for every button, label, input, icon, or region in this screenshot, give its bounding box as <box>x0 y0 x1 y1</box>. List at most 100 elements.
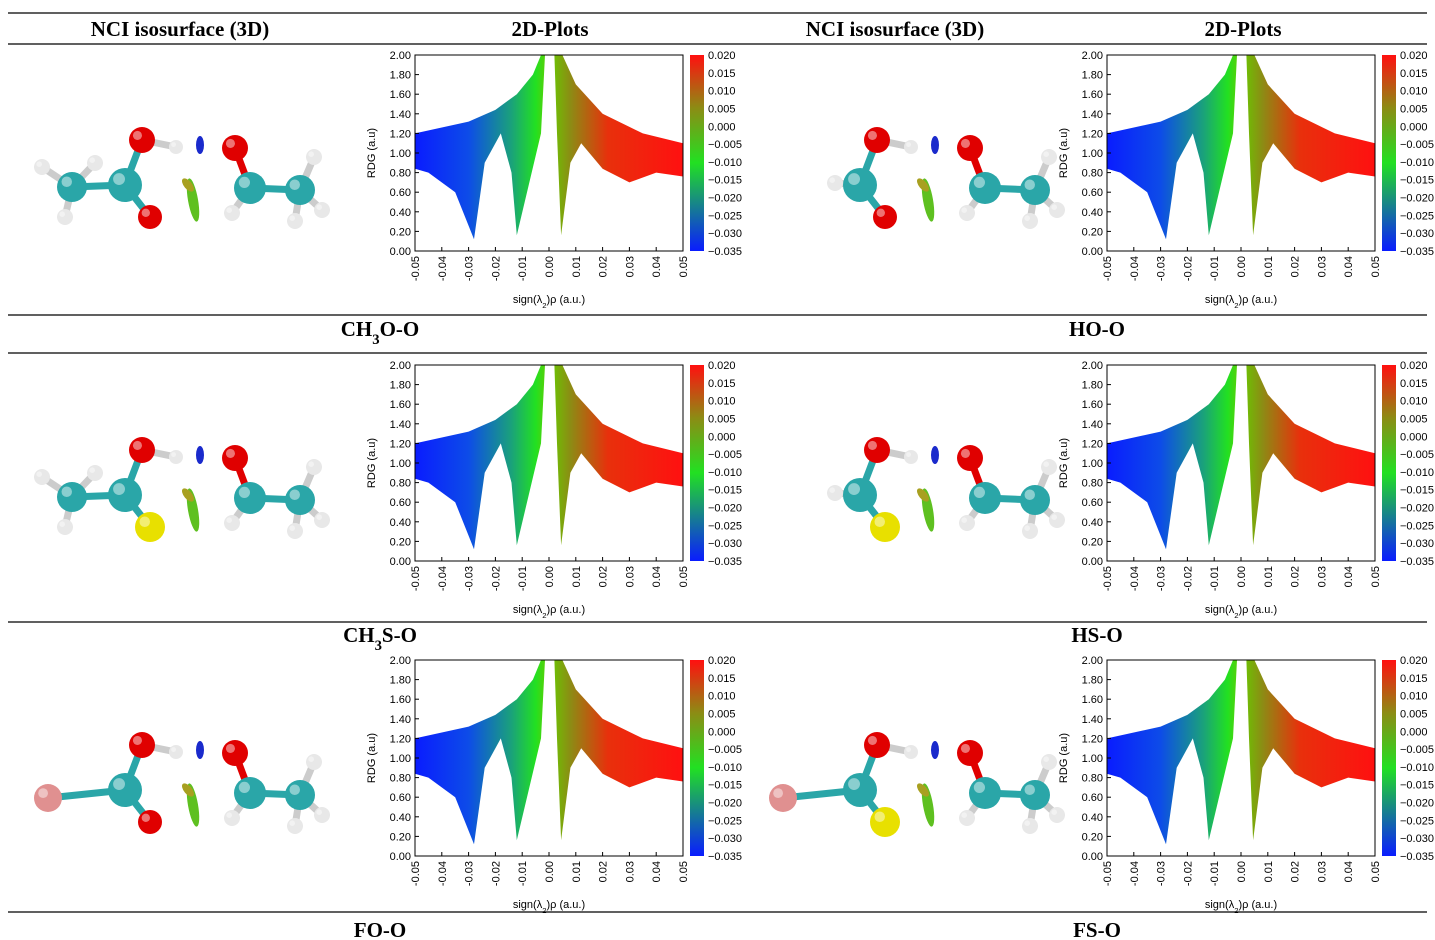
atom-highlight <box>973 176 985 188</box>
x-tick-label: 0.01 <box>571 256 583 277</box>
atom-highlight <box>960 743 970 753</box>
y-tick-label: 1.60 <box>390 694 411 706</box>
atom-highlight <box>973 781 985 793</box>
y-tick-label: 0.60 <box>390 792 411 804</box>
y-tick-label: 1.20 <box>1082 438 1103 450</box>
x-tick-label: -0.02 <box>1182 861 1194 886</box>
atom <box>285 485 315 515</box>
x-tick-label: 0.02 <box>598 256 610 277</box>
y-tick-label: 1.40 <box>390 714 411 726</box>
colorbar-tick-label: −0.020 <box>1400 503 1434 515</box>
colorbar-tick-label: 0.020 <box>708 655 736 667</box>
atom <box>108 773 142 807</box>
text-part: )ρ (a.u.) <box>1238 604 1277 616</box>
y-tick-label: 1.20 <box>390 128 411 140</box>
atom <box>769 784 797 812</box>
x-tick-label: -0.05 <box>410 566 422 591</box>
x-tick-label: -0.05 <box>1102 861 1114 886</box>
x-tick-label: -0.05 <box>1102 256 1114 281</box>
atom <box>1049 202 1065 218</box>
atom-highlight <box>876 208 885 217</box>
atom <box>108 478 142 512</box>
y-tick-label: 1.60 <box>390 399 411 411</box>
atom-highlight <box>874 516 885 527</box>
atom <box>969 777 1001 809</box>
molecule <box>769 732 1065 837</box>
atom-highlight <box>171 452 176 457</box>
panel-label: FO-O <box>354 918 407 940</box>
colorbar-tick-label: 0.015 <box>708 378 736 390</box>
atom-highlight <box>226 517 232 523</box>
atom-highlight <box>1051 809 1057 815</box>
atom <box>306 149 322 165</box>
text-part: HO-O <box>1069 317 1125 341</box>
y-tick-label: 1.20 <box>390 438 411 450</box>
x-tick-label: 0.03 <box>624 256 636 277</box>
x-tick-label: -0.02 <box>490 256 502 281</box>
atom <box>969 482 1001 514</box>
panel-label: CH3O-O <box>341 317 420 348</box>
colorbar-tick-label: −0.015 <box>1400 485 1434 497</box>
atom <box>1022 523 1038 539</box>
atom-highlight <box>289 820 296 826</box>
atom <box>957 135 983 161</box>
atom <box>287 523 303 539</box>
isosurface <box>917 488 929 502</box>
atom <box>87 155 103 171</box>
y-axis-label: RDG (a.u) <box>1058 733 1070 783</box>
y-tick-label: 0.60 <box>1082 497 1103 509</box>
text-part: 2 <box>1234 301 1238 310</box>
atom-highlight <box>960 448 970 458</box>
x-tick-label: -0.01 <box>517 566 529 591</box>
atom <box>224 515 240 531</box>
y-tick-label: 1.80 <box>390 380 411 392</box>
atom <box>1020 780 1050 810</box>
atom-highlight <box>61 176 72 187</box>
molecule <box>34 127 330 229</box>
atom <box>222 740 248 766</box>
y-tick-label: 0.20 <box>390 226 411 238</box>
colorbar-tick-label: −0.005 <box>1400 139 1434 151</box>
point-cloud <box>554 365 683 546</box>
text-part: 3 <box>372 332 379 348</box>
atom <box>234 172 266 204</box>
point-cloud <box>1246 365 1375 546</box>
colorbar-tick-label: 0.020 <box>708 50 736 62</box>
atom-highlight <box>113 778 126 790</box>
x-axis-label: sign(λ2)ρ (a.u.) <box>513 899 585 915</box>
colorbar <box>1382 660 1396 856</box>
atom <box>306 459 322 475</box>
x-tick-label: -0.01 <box>1209 256 1221 281</box>
atom <box>224 810 240 826</box>
colorbar-tick-label: −0.035 <box>1400 556 1434 568</box>
y-tick-label: 0.20 <box>390 536 411 548</box>
y-tick-label: 2.00 <box>390 655 411 667</box>
isosurface <box>917 783 929 797</box>
atom-highlight <box>289 179 300 190</box>
atom <box>827 485 843 501</box>
colorbar-tick-label: −0.015 <box>1400 175 1434 187</box>
atom-highlight <box>225 138 235 148</box>
y-tick-label: 0.00 <box>1082 246 1103 258</box>
atom <box>129 732 155 758</box>
atom-highlight <box>1043 151 1049 157</box>
x-tick-label: 0.02 <box>1290 861 1302 882</box>
point-cloud <box>415 660 545 845</box>
atom-highlight <box>226 207 232 213</box>
y-axis-label: RDG (a.u) <box>1058 438 1070 488</box>
x-tick-label: 0.00 <box>1236 566 1248 587</box>
y-tick-label: 0.80 <box>1082 168 1103 180</box>
text-part: 3 <box>375 638 382 654</box>
atom <box>287 818 303 834</box>
y-tick-label: 1.00 <box>390 148 411 160</box>
x-tick-label: -0.03 <box>1156 861 1168 886</box>
y-tick-label: 1.80 <box>1082 70 1103 82</box>
atom <box>169 140 183 154</box>
atom-highlight <box>848 173 860 185</box>
colorbar-tick-label: 0.020 <box>1400 655 1428 667</box>
colorbar-tick-label: −0.015 <box>708 485 742 497</box>
atom-highlight <box>316 809 323 815</box>
atom <box>1041 459 1057 475</box>
colorbar-tick-label: −0.005 <box>708 449 742 461</box>
